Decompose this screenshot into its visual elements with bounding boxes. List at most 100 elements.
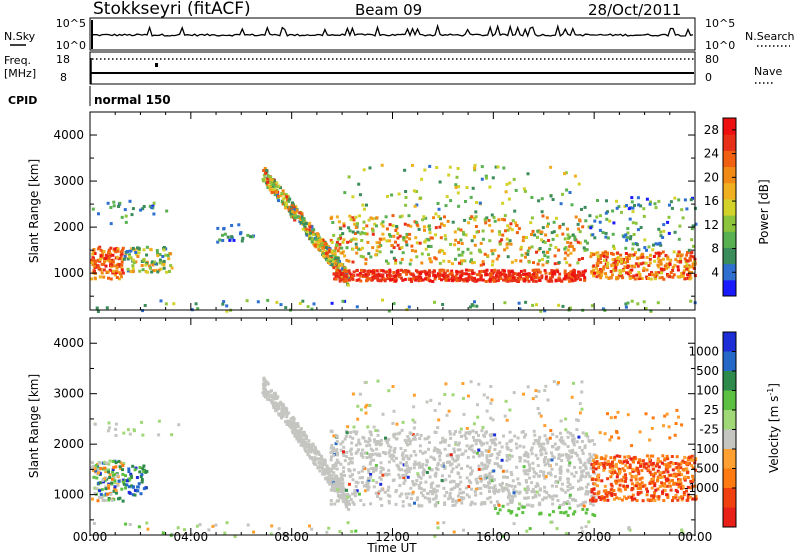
velocity-cell bbox=[444, 382, 448, 386]
power-cell bbox=[507, 277, 511, 281]
power-cell bbox=[660, 271, 664, 275]
velocity-cell bbox=[432, 497, 436, 501]
power-cell bbox=[503, 218, 506, 222]
power-cell bbox=[662, 277, 666, 281]
velocity-cell bbox=[458, 430, 462, 434]
velocity-cell bbox=[387, 499, 391, 503]
power-cell bbox=[436, 202, 440, 205]
velocity-cell bbox=[507, 509, 511, 513]
power-cell bbox=[548, 272, 552, 276]
velocity-cell bbox=[436, 450, 440, 454]
velocity-cell bbox=[592, 470, 595, 474]
velocity-cell bbox=[634, 484, 638, 488]
power-cell bbox=[383, 279, 387, 283]
velocity-cell bbox=[491, 418, 495, 422]
power-cell bbox=[124, 214, 128, 218]
power-cell bbox=[504, 279, 508, 283]
velocity-cell bbox=[103, 468, 107, 472]
velocity-cell bbox=[600, 462, 604, 466]
power-cell bbox=[628, 264, 632, 268]
velocity-cell bbox=[514, 442, 518, 446]
velocity-cell bbox=[438, 454, 442, 458]
velocity-colorbar-tick-label: -1000 bbox=[684, 481, 719, 495]
velocity-cell bbox=[569, 431, 572, 435]
velocity-cell bbox=[350, 456, 354, 460]
velocity-cell bbox=[93, 422, 97, 426]
velocity-colorbar-label-text: Velocity [m s bbox=[767, 396, 781, 473]
power-cell bbox=[397, 275, 401, 279]
power-cell bbox=[126, 257, 130, 261]
power-cell bbox=[332, 266, 336, 270]
velocity-cell bbox=[142, 470, 146, 473]
power-cell bbox=[510, 228, 514, 232]
power-cell bbox=[492, 278, 496, 282]
velocity-cell bbox=[658, 471, 662, 475]
velocity-cell bbox=[280, 408, 284, 412]
velocity-cell bbox=[332, 446, 335, 450]
power-cell bbox=[506, 255, 510, 259]
power-cell bbox=[272, 187, 276, 191]
power-cell bbox=[612, 269, 616, 273]
power-cell bbox=[352, 237, 356, 241]
power-cell bbox=[409, 258, 413, 262]
power-cell bbox=[285, 203, 288, 207]
power-cell bbox=[462, 232, 466, 236]
power-cell bbox=[688, 277, 692, 281]
velocity-cell bbox=[651, 479, 655, 483]
power-cell bbox=[582, 246, 586, 250]
power-cell bbox=[475, 201, 478, 204]
velocity-cell bbox=[530, 481, 534, 485]
power-cell bbox=[442, 259, 446, 263]
power-cell bbox=[652, 255, 656, 258]
power-cell bbox=[519, 259, 523, 263]
power-cell bbox=[239, 231, 243, 235]
velocity-cell bbox=[535, 482, 539, 486]
velocity-cell bbox=[334, 481, 338, 485]
power-cell bbox=[580, 273, 583, 277]
power-cell bbox=[365, 224, 369, 228]
power-cell bbox=[415, 241, 419, 245]
velocity-cell bbox=[418, 465, 421, 469]
velocity-cell bbox=[464, 431, 468, 435]
velocity-cell bbox=[512, 522, 516, 526]
power-cell bbox=[602, 259, 606, 263]
velocity-cell bbox=[555, 462, 558, 466]
power-cell bbox=[630, 196, 634, 200]
velocity-cell bbox=[634, 474, 638, 478]
velocity-cell bbox=[586, 482, 590, 486]
power-cell bbox=[452, 276, 456, 280]
power-cell bbox=[110, 263, 114, 267]
power-cell bbox=[348, 229, 352, 233]
power-colorbar-tick-label: 16 bbox=[704, 194, 719, 208]
power-cell bbox=[668, 262, 672, 266]
velocity-cell bbox=[585, 508, 589, 511]
velocity-cell bbox=[570, 395, 574, 399]
velocity-cell bbox=[512, 391, 516, 395]
power-cell bbox=[408, 237, 412, 241]
velocity-cell bbox=[474, 430, 478, 434]
power-cell bbox=[469, 260, 473, 264]
velocity-cell bbox=[470, 448, 474, 452]
velocity-cell bbox=[332, 482, 336, 486]
power-cell bbox=[292, 206, 296, 210]
velocity-cell bbox=[446, 460, 449, 464]
power-cell bbox=[561, 304, 565, 308]
velocity-cell bbox=[399, 461, 403, 465]
power-colorbar-tick-label: 8 bbox=[711, 242, 719, 256]
velocity-cell bbox=[387, 444, 391, 448]
power-cell bbox=[479, 241, 483, 245]
power-cell bbox=[563, 271, 567, 275]
power-cell bbox=[635, 243, 639, 247]
power-cell bbox=[330, 263, 334, 267]
velocity-cell bbox=[615, 431, 619, 434]
velocity-cell bbox=[344, 434, 348, 438]
velocity-cell bbox=[262, 386, 266, 390]
velocity-cell bbox=[271, 395, 275, 399]
velocity-cell bbox=[395, 463, 399, 467]
power-cell bbox=[308, 225, 312, 229]
velocity-cell bbox=[341, 452, 345, 456]
velocity-cell bbox=[581, 507, 585, 511]
velocity-cell bbox=[395, 422, 399, 426]
power-cell bbox=[438, 268, 442, 272]
